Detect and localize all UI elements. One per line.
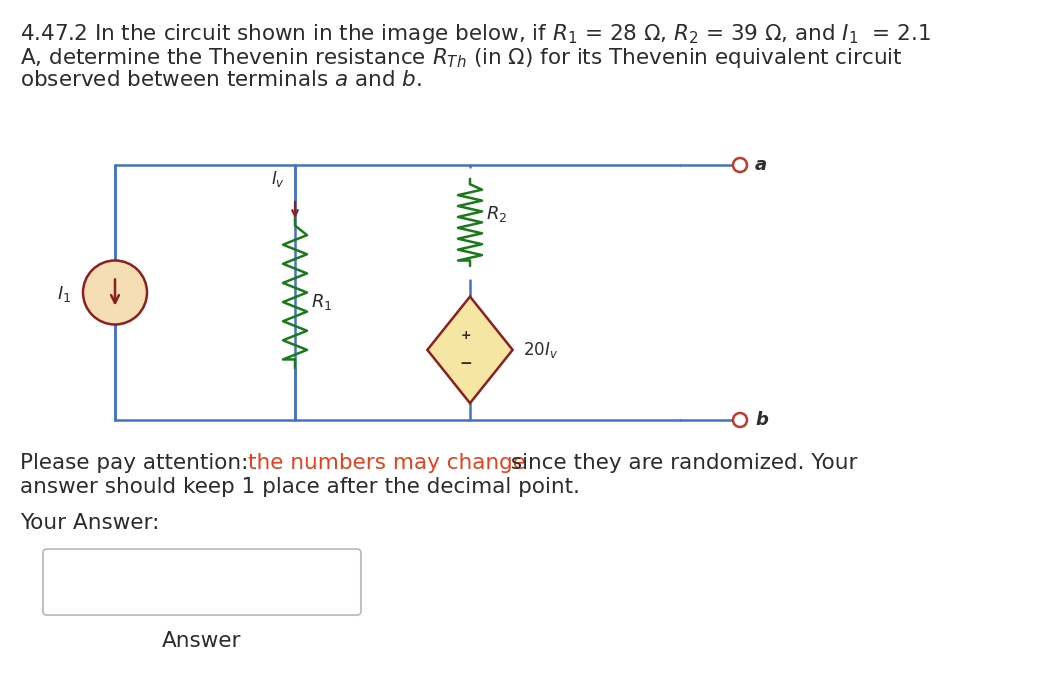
Text: $R_1$: $R_1$	[311, 293, 332, 313]
Text: answer should keep 1 place after the decimal point.: answer should keep 1 place after the dec…	[20, 477, 580, 497]
Circle shape	[733, 413, 747, 427]
FancyBboxPatch shape	[43, 549, 361, 615]
Text: observed between terminals $a$ and $b$.: observed between terminals $a$ and $b$.	[20, 70, 422, 90]
Text: +: +	[461, 329, 471, 342]
Text: $I_1$: $I_1$	[56, 284, 71, 304]
Text: $R_2$: $R_2$	[486, 204, 508, 224]
Text: 4.47.2 In the circuit shown in the image below, if $R_1$ = 28 $\Omega$, $R_2$ = : 4.47.2 In the circuit shown in the image…	[20, 22, 931, 46]
Text: $20I_v$: $20I_v$	[522, 340, 558, 360]
Text: $I_v$: $I_v$	[271, 169, 285, 189]
Text: Answer: Answer	[162, 631, 242, 651]
Text: the numbers may change: the numbers may change	[248, 453, 526, 473]
Text: Please pay attention:: Please pay attention:	[20, 453, 255, 473]
Polygon shape	[428, 297, 513, 403]
Text: b: b	[755, 411, 768, 429]
Text: Your Answer:: Your Answer:	[20, 513, 160, 533]
Text: a: a	[755, 156, 767, 174]
Text: A, determine the Thevenin resistance $R_{Th}$ (in $\Omega$) for its Thevenin equ: A, determine the Thevenin resistance $R_…	[20, 46, 903, 70]
Text: −: −	[460, 356, 472, 371]
Circle shape	[83, 261, 147, 324]
Text: since they are randomized. Your: since they are randomized. Your	[504, 453, 858, 473]
Circle shape	[733, 158, 747, 172]
